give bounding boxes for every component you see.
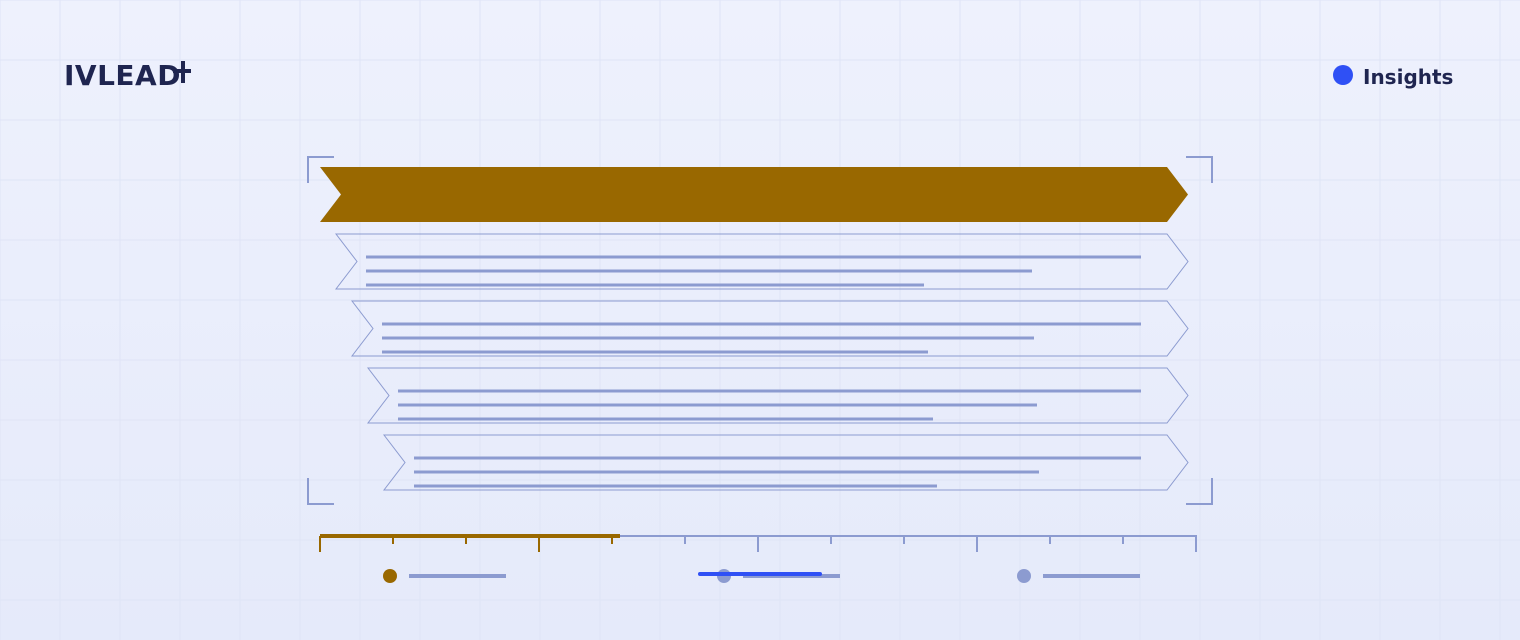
- legend-dot: [1017, 569, 1031, 583]
- logo-plus: [173, 61, 191, 83]
- chevron: [334, 233, 1189, 290]
- corner-bracket: [307, 478, 334, 505]
- nav-dot: [1333, 65, 1353, 85]
- chevron-active: [320, 167, 1188, 222]
- corner-bracket: [1186, 156, 1213, 183]
- chevron: [382, 434, 1189, 491]
- legend-dot: [383, 569, 397, 583]
- corner-bracket: [307, 156, 334, 183]
- corner-bracket: [1186, 478, 1213, 505]
- chevron-list: [307, 156, 1213, 583]
- chevron: [350, 300, 1189, 357]
- nav-link[interactable]: Insights: [1363, 65, 1453, 89]
- logo: IVLEAD: [64, 59, 181, 92]
- chevron: [366, 367, 1189, 424]
